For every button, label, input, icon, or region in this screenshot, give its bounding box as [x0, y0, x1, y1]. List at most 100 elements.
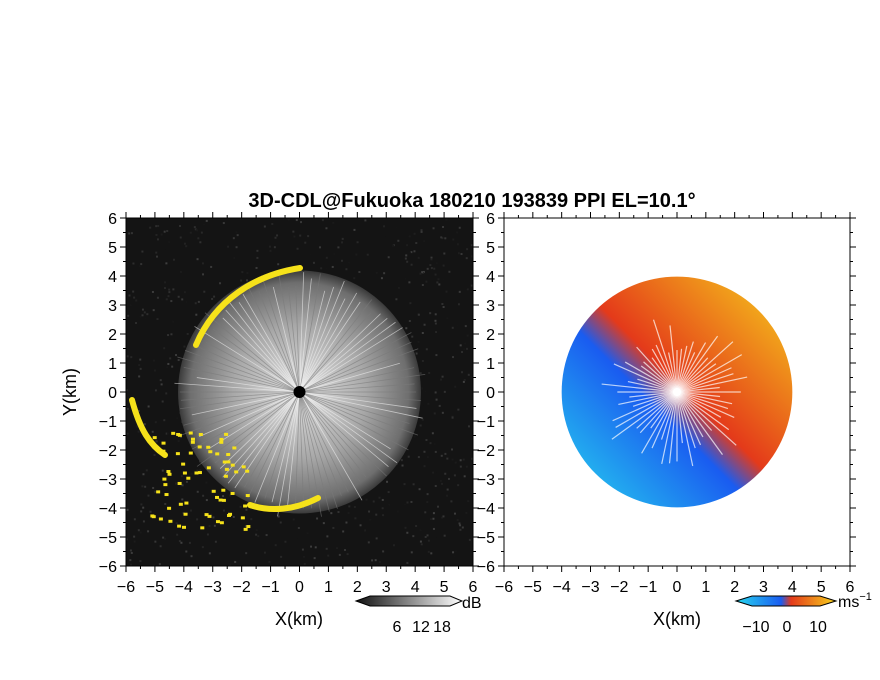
right-axis-ticks: −6 −5 −4 −3 −2 −1 0 1 2 3 4 5 6 6 5 4 3 2 1 0 −1 −2 −3 −4 −5 −6: [477, 211, 856, 596]
high-snr-patch: [163, 483, 168, 487]
x-tick-label: −6: [117, 579, 135, 596]
velocity-gap: [676, 391, 694, 467]
radial-streak: [299, 321, 396, 393]
high-snr-patch: [243, 527, 248, 531]
velocity-gap: [636, 346, 678, 393]
noise-speckle: [442, 225, 445, 228]
noise-speckle: [206, 533, 209, 536]
noise-speckle: [465, 511, 468, 514]
snr-colorbar-tick-label: 6: [393, 619, 402, 636]
high-snr-patch: [215, 520, 220, 524]
y-tick-label: 6: [108, 211, 117, 228]
velocity-colorbar-tick-label: −10: [742, 619, 769, 636]
high-snr-patch: [200, 526, 205, 530]
noise-speckle: [434, 322, 437, 325]
noise-speckle: [160, 383, 163, 386]
high-snr-patch: [167, 472, 172, 476]
noise-speckle: [131, 412, 134, 415]
noise-speckle: [139, 367, 142, 370]
noise-speckle: [429, 312, 432, 315]
y-tick-label: −3: [99, 472, 117, 489]
noise-speckle: [452, 356, 455, 359]
radial-streak: [299, 391, 330, 512]
noise-speckle: [244, 525, 247, 528]
radial-streak: [299, 299, 373, 393]
noise-speckle: [239, 505, 242, 508]
noise-speckle: [165, 298, 168, 301]
high-snr-patch: [188, 451, 193, 455]
noise-speckle: [133, 535, 136, 538]
noise-speckle: [409, 302, 412, 305]
radial-streak: [242, 293, 300, 393]
x-tick-label: 1: [324, 579, 333, 596]
noise-speckle: [174, 482, 177, 485]
radial-streak: [299, 301, 361, 393]
noise-speckle: [466, 248, 469, 251]
noise-speckle: [250, 518, 253, 521]
noise-speckle: [185, 300, 188, 303]
noise-speckle: [404, 257, 407, 260]
noise-speckle: [149, 226, 152, 229]
noise-speckle: [144, 485, 147, 488]
noise-speckle: [419, 372, 422, 375]
high-snr-patch: [219, 437, 224, 441]
noise-speckle: [335, 547, 338, 550]
noise-speckle: [178, 225, 181, 228]
noise-speckle: [426, 456, 429, 459]
high-snr-patch: [177, 524, 182, 528]
noise-speckle: [435, 331, 438, 334]
velocity-gap: [618, 391, 678, 406]
noise-speckle: [380, 277, 383, 280]
radial-streak: [180, 391, 300, 410]
y-tick-label: 0: [108, 385, 117, 402]
noise-speckle: [151, 290, 154, 293]
noise-speckle: [456, 324, 459, 327]
noise-speckle: [309, 253, 312, 256]
velocity-gap: [676, 391, 737, 446]
radial-streak: [184, 349, 300, 393]
noise-speckle: [141, 308, 144, 311]
velocity-gap: [676, 391, 721, 398]
x-tick-label: 0: [673, 579, 682, 596]
high-snr-patch: [188, 431, 193, 435]
noise-speckle: [208, 524, 211, 527]
velocity-gap: [676, 391, 729, 410]
velocity-gap: [641, 391, 678, 454]
y-tick-label: 2: [108, 327, 117, 344]
noise-speckle: [156, 296, 159, 299]
radial-streak: [299, 327, 403, 393]
noise-speckle: [194, 228, 197, 231]
noise-speckle: [423, 465, 426, 468]
noise-speckle: [235, 219, 238, 222]
velocity-gap: [676, 341, 734, 393]
noise-speckle: [427, 539, 430, 542]
noise-speckle: [421, 359, 424, 362]
radial-streak: [254, 391, 300, 503]
y-tick-label: −6: [477, 559, 495, 576]
noise-speckle: [199, 241, 202, 244]
snr-colorbar-bar: [354, 595, 464, 607]
noise-speckle: [381, 507, 384, 510]
noise-speckle: [208, 552, 211, 555]
noise-speckle: [303, 562, 306, 565]
radial-streak: [299, 373, 426, 393]
noise-speckle: [368, 510, 371, 513]
noise-speckle: [432, 227, 435, 230]
noise-speckle: [166, 366, 169, 369]
radial-streak: [209, 391, 300, 449]
radial-streak: [183, 367, 300, 393]
velocity-gap: [676, 342, 707, 393]
radial-streak: [299, 391, 419, 436]
noise-speckle: [269, 249, 272, 252]
velocity-gap: [676, 391, 696, 449]
noise-speckle: [471, 288, 473, 291]
noise-speckle: [175, 522, 178, 525]
radial-streak: [204, 312, 300, 393]
noise-speckle: [168, 291, 171, 294]
velocity-gap: [676, 348, 683, 393]
radial-streak: [272, 286, 300, 393]
velocity-gap: [676, 335, 719, 393]
left-ylabel: Y(km): [60, 368, 80, 416]
noise-speckle: [183, 291, 186, 294]
noise-speckle: [459, 344, 462, 347]
